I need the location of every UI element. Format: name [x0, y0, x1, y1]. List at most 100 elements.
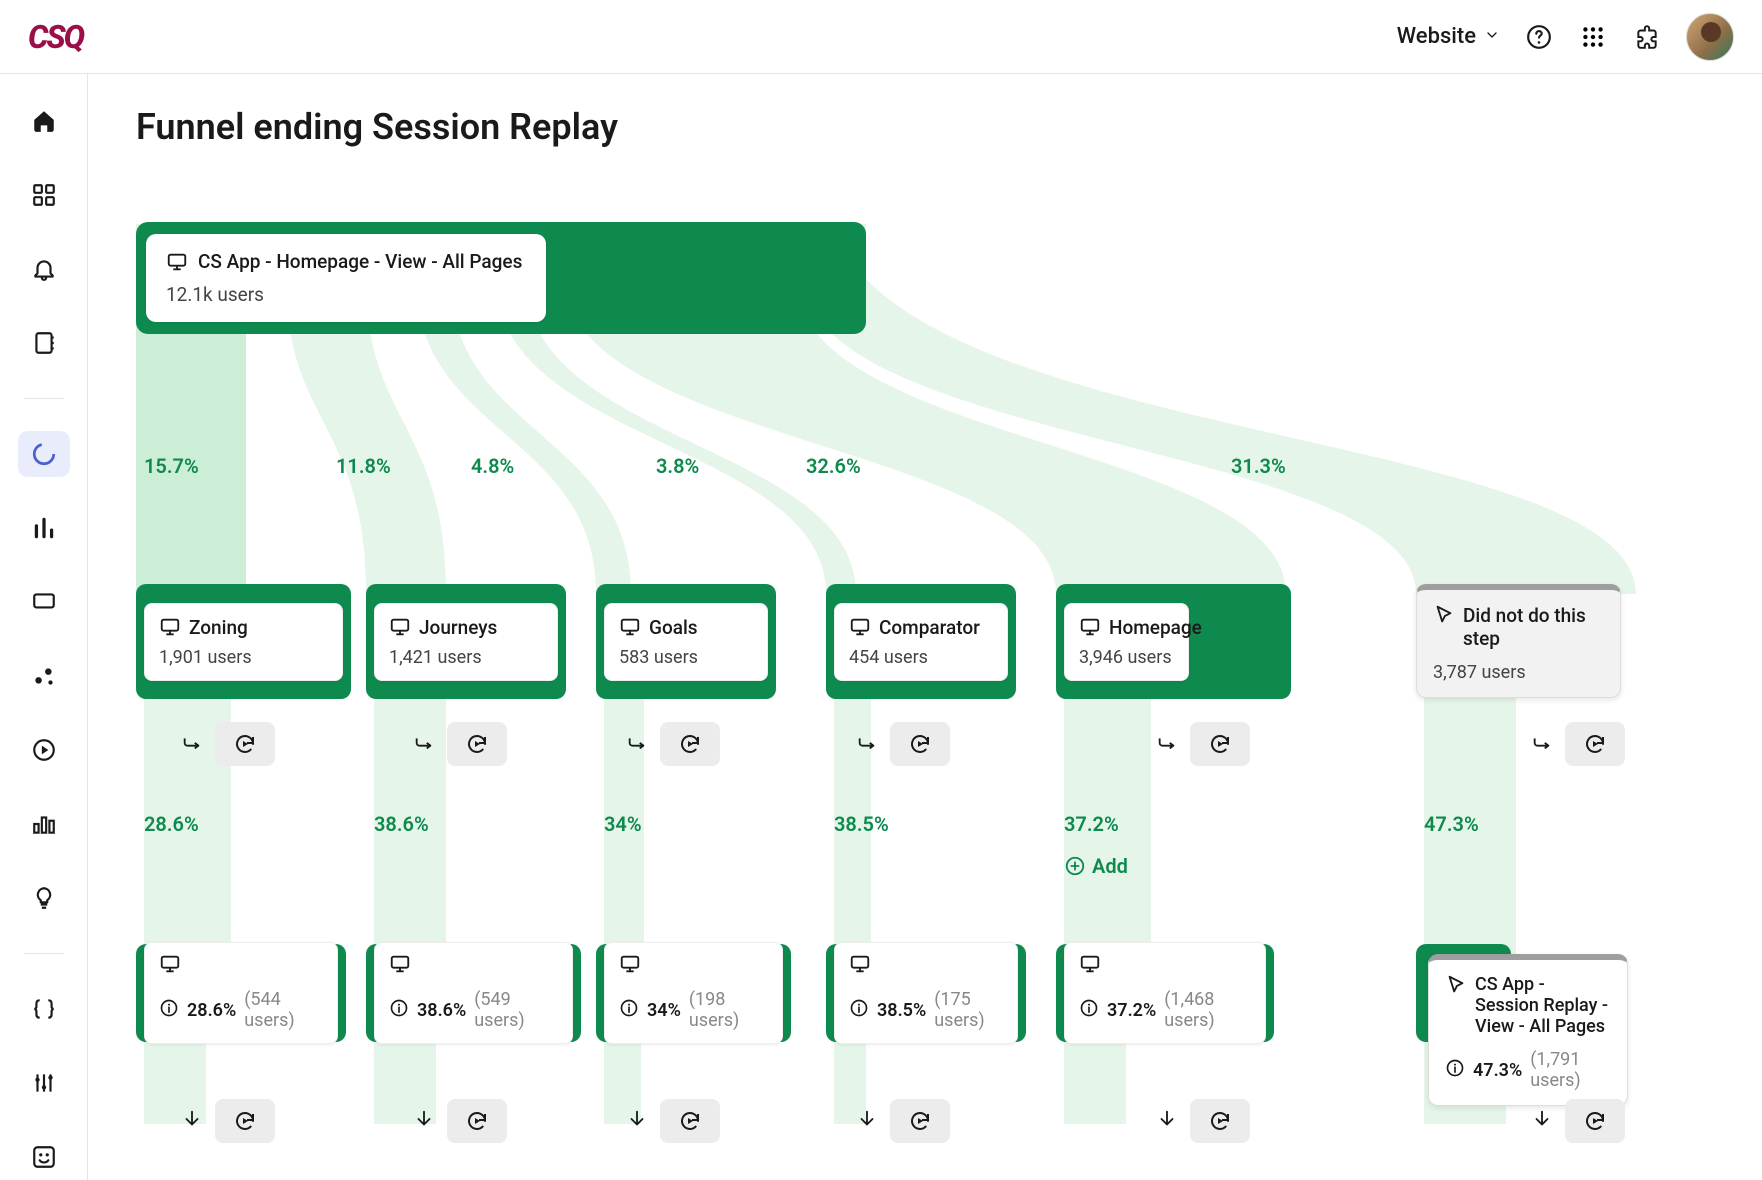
funnel-leaf-card: 38.5%(175 users)	[834, 942, 1018, 1044]
sidebar-item-reports[interactable]	[18, 801, 70, 847]
sidebar-item-journeys[interactable]	[18, 431, 70, 477]
return-arrow-icon	[856, 731, 878, 757]
return-arrow-icon	[1531, 731, 1553, 757]
branch-percent: 31.3%	[1231, 454, 1286, 478]
return-arrow-icon	[626, 731, 648, 757]
leaf-percent: 34%	[647, 1000, 681, 1021]
replay-action-row	[1531, 722, 1625, 766]
help-icon[interactable]	[1524, 22, 1554, 52]
return-arrow-icon	[181, 731, 203, 757]
session-replay-button[interactable]	[1565, 722, 1625, 766]
session-replay-button[interactable]	[215, 1099, 275, 1143]
branch-percent: 32.6%	[806, 454, 861, 478]
funnel-final-card[interactable]: CS App - Session Replay - View - All Pag…	[1428, 954, 1628, 1106]
sidebar-item-api[interactable]	[18, 986, 70, 1032]
funnel-step[interactable]: Comparator 454 users	[826, 584, 1016, 699]
funnel-root-step[interactable]: CS App - Homepage - View - All Pages 12.…	[136, 222, 866, 334]
leaf-count: (549 users)	[474, 989, 558, 1031]
sidebar-separator	[24, 953, 64, 954]
page-icon	[619, 953, 641, 975]
next-percent: 47.3%	[1424, 812, 1479, 836]
funnel-step-users: 583 users	[619, 647, 753, 668]
avatar[interactable]	[1686, 13, 1734, 61]
next-action-row	[413, 1099, 507, 1143]
page-icon	[389, 953, 411, 975]
next-percent: 38.6%	[374, 812, 429, 836]
sidebar-item-home[interactable]	[18, 98, 70, 144]
funnel-step-users: 454 users	[849, 647, 993, 668]
session-replay-button[interactable]	[215, 722, 275, 766]
session-replay-button[interactable]	[890, 1099, 950, 1143]
replay-action-row	[856, 722, 950, 766]
funnel-final-percent: 47.3%	[1473, 1060, 1522, 1081]
sidebar-item-insights[interactable]	[18, 875, 70, 921]
session-replay-button[interactable]	[1565, 1099, 1625, 1143]
sidebar-item-dashboards[interactable]	[18, 172, 70, 218]
sidebar-item-zoning[interactable]	[18, 579, 70, 625]
session-replay-button[interactable]	[660, 1099, 720, 1143]
funnel-leaf[interactable]: 38.6% (549 users)	[366, 944, 581, 1042]
funnel-step-card: Homepage 3,946 users	[1064, 603, 1189, 681]
sidebar-item-feedback[interactable]	[18, 1134, 70, 1180]
funnel-leaf-card: 38.6% (549 users)	[374, 942, 573, 1044]
leaf-percent: 28.6%	[187, 1000, 236, 1021]
funnel-leaf[interactable]: 37.2%(1,468 users)	[1056, 944, 1274, 1042]
session-replay-button[interactable]	[447, 1099, 507, 1143]
sidebar-item-analytics[interactable]	[18, 505, 70, 551]
sidebar-item-settings[interactable]	[18, 1060, 70, 1106]
sidebar-item-alerts[interactable]	[18, 246, 70, 292]
branch-percent: 15.7%	[144, 454, 199, 478]
next-percent: 38.5%	[834, 812, 889, 836]
add-step-button[interactable]: Add	[1064, 854, 1128, 878]
next-action-row	[626, 1099, 720, 1143]
leaf-count: (175 users)	[934, 989, 1003, 1031]
info-icon	[1445, 1058, 1465, 1083]
leaf-percent: 38.6%	[417, 1000, 466, 1021]
site-selector[interactable]: Website	[1397, 24, 1500, 49]
funnel-step[interactable]: Homepage 3,946 users	[1056, 584, 1291, 699]
cursor-icon	[1445, 974, 1467, 996]
logo[interactable]: CSQ	[28, 18, 83, 56]
branch-percent: 3.8%	[656, 454, 699, 478]
sidebar-item-impact[interactable]	[18, 653, 70, 699]
funnel-skip-step-card[interactable]: Did not do this step 3,787 users	[1416, 584, 1621, 698]
funnel-step[interactable]: Goals 583 users	[596, 584, 776, 699]
next-percent: 34%	[604, 812, 642, 836]
return-arrow-icon	[1156, 731, 1178, 757]
next-action-row	[181, 1099, 275, 1143]
next-action-row	[1156, 1099, 1250, 1143]
branch-percent: 4.8%	[471, 454, 514, 478]
session-replay-button[interactable]	[890, 722, 950, 766]
sidebar-item-session-replay[interactable]	[18, 727, 70, 773]
apps-grid-icon[interactable]	[1578, 22, 1608, 52]
plus-circle-icon	[1064, 855, 1086, 877]
funnel-step-users: 3,946 users	[1079, 647, 1174, 668]
session-replay-button[interactable]	[1190, 722, 1250, 766]
funnel-leaf[interactable]: 28.6%(544 users)	[136, 944, 346, 1042]
sidebar-item-mappings[interactable]	[18, 320, 70, 366]
funnel-step-label: Goals	[649, 616, 698, 639]
page-icon	[159, 616, 181, 638]
funnel-step[interactable]: Zoning 1,901 users	[136, 584, 351, 699]
session-replay-button[interactable]	[447, 722, 507, 766]
funnel-skip-users: 3,787 users	[1433, 662, 1604, 683]
info-icon	[159, 998, 179, 1023]
branch-percent: 11.8%	[336, 454, 391, 478]
funnel-step-users: 1,901 users	[159, 647, 328, 668]
funnel-step-label: Zoning	[189, 616, 248, 639]
down-arrow-icon	[626, 1108, 648, 1134]
next-percent: 37.2%	[1064, 812, 1119, 836]
page-icon	[389, 616, 411, 638]
funnel-step[interactable]: Journeys 1,421 users	[366, 584, 566, 699]
funnel-leaf[interactable]: 38.5%(175 users)	[826, 944, 1026, 1042]
down-arrow-icon	[1156, 1108, 1178, 1134]
extensions-icon[interactable]	[1632, 22, 1662, 52]
funnel-leaf[interactable]: 34%(198 users)	[596, 944, 791, 1042]
session-replay-button[interactable]	[660, 722, 720, 766]
funnel-leaf-card: 34%(198 users)	[604, 942, 783, 1044]
replay-action-row	[626, 722, 720, 766]
sidebar-separator	[24, 398, 64, 399]
main-content: Funnel ending Session Replay	[88, 74, 1762, 1180]
funnel-step-card: Goals 583 users	[604, 603, 768, 681]
session-replay-button[interactable]	[1190, 1099, 1250, 1143]
